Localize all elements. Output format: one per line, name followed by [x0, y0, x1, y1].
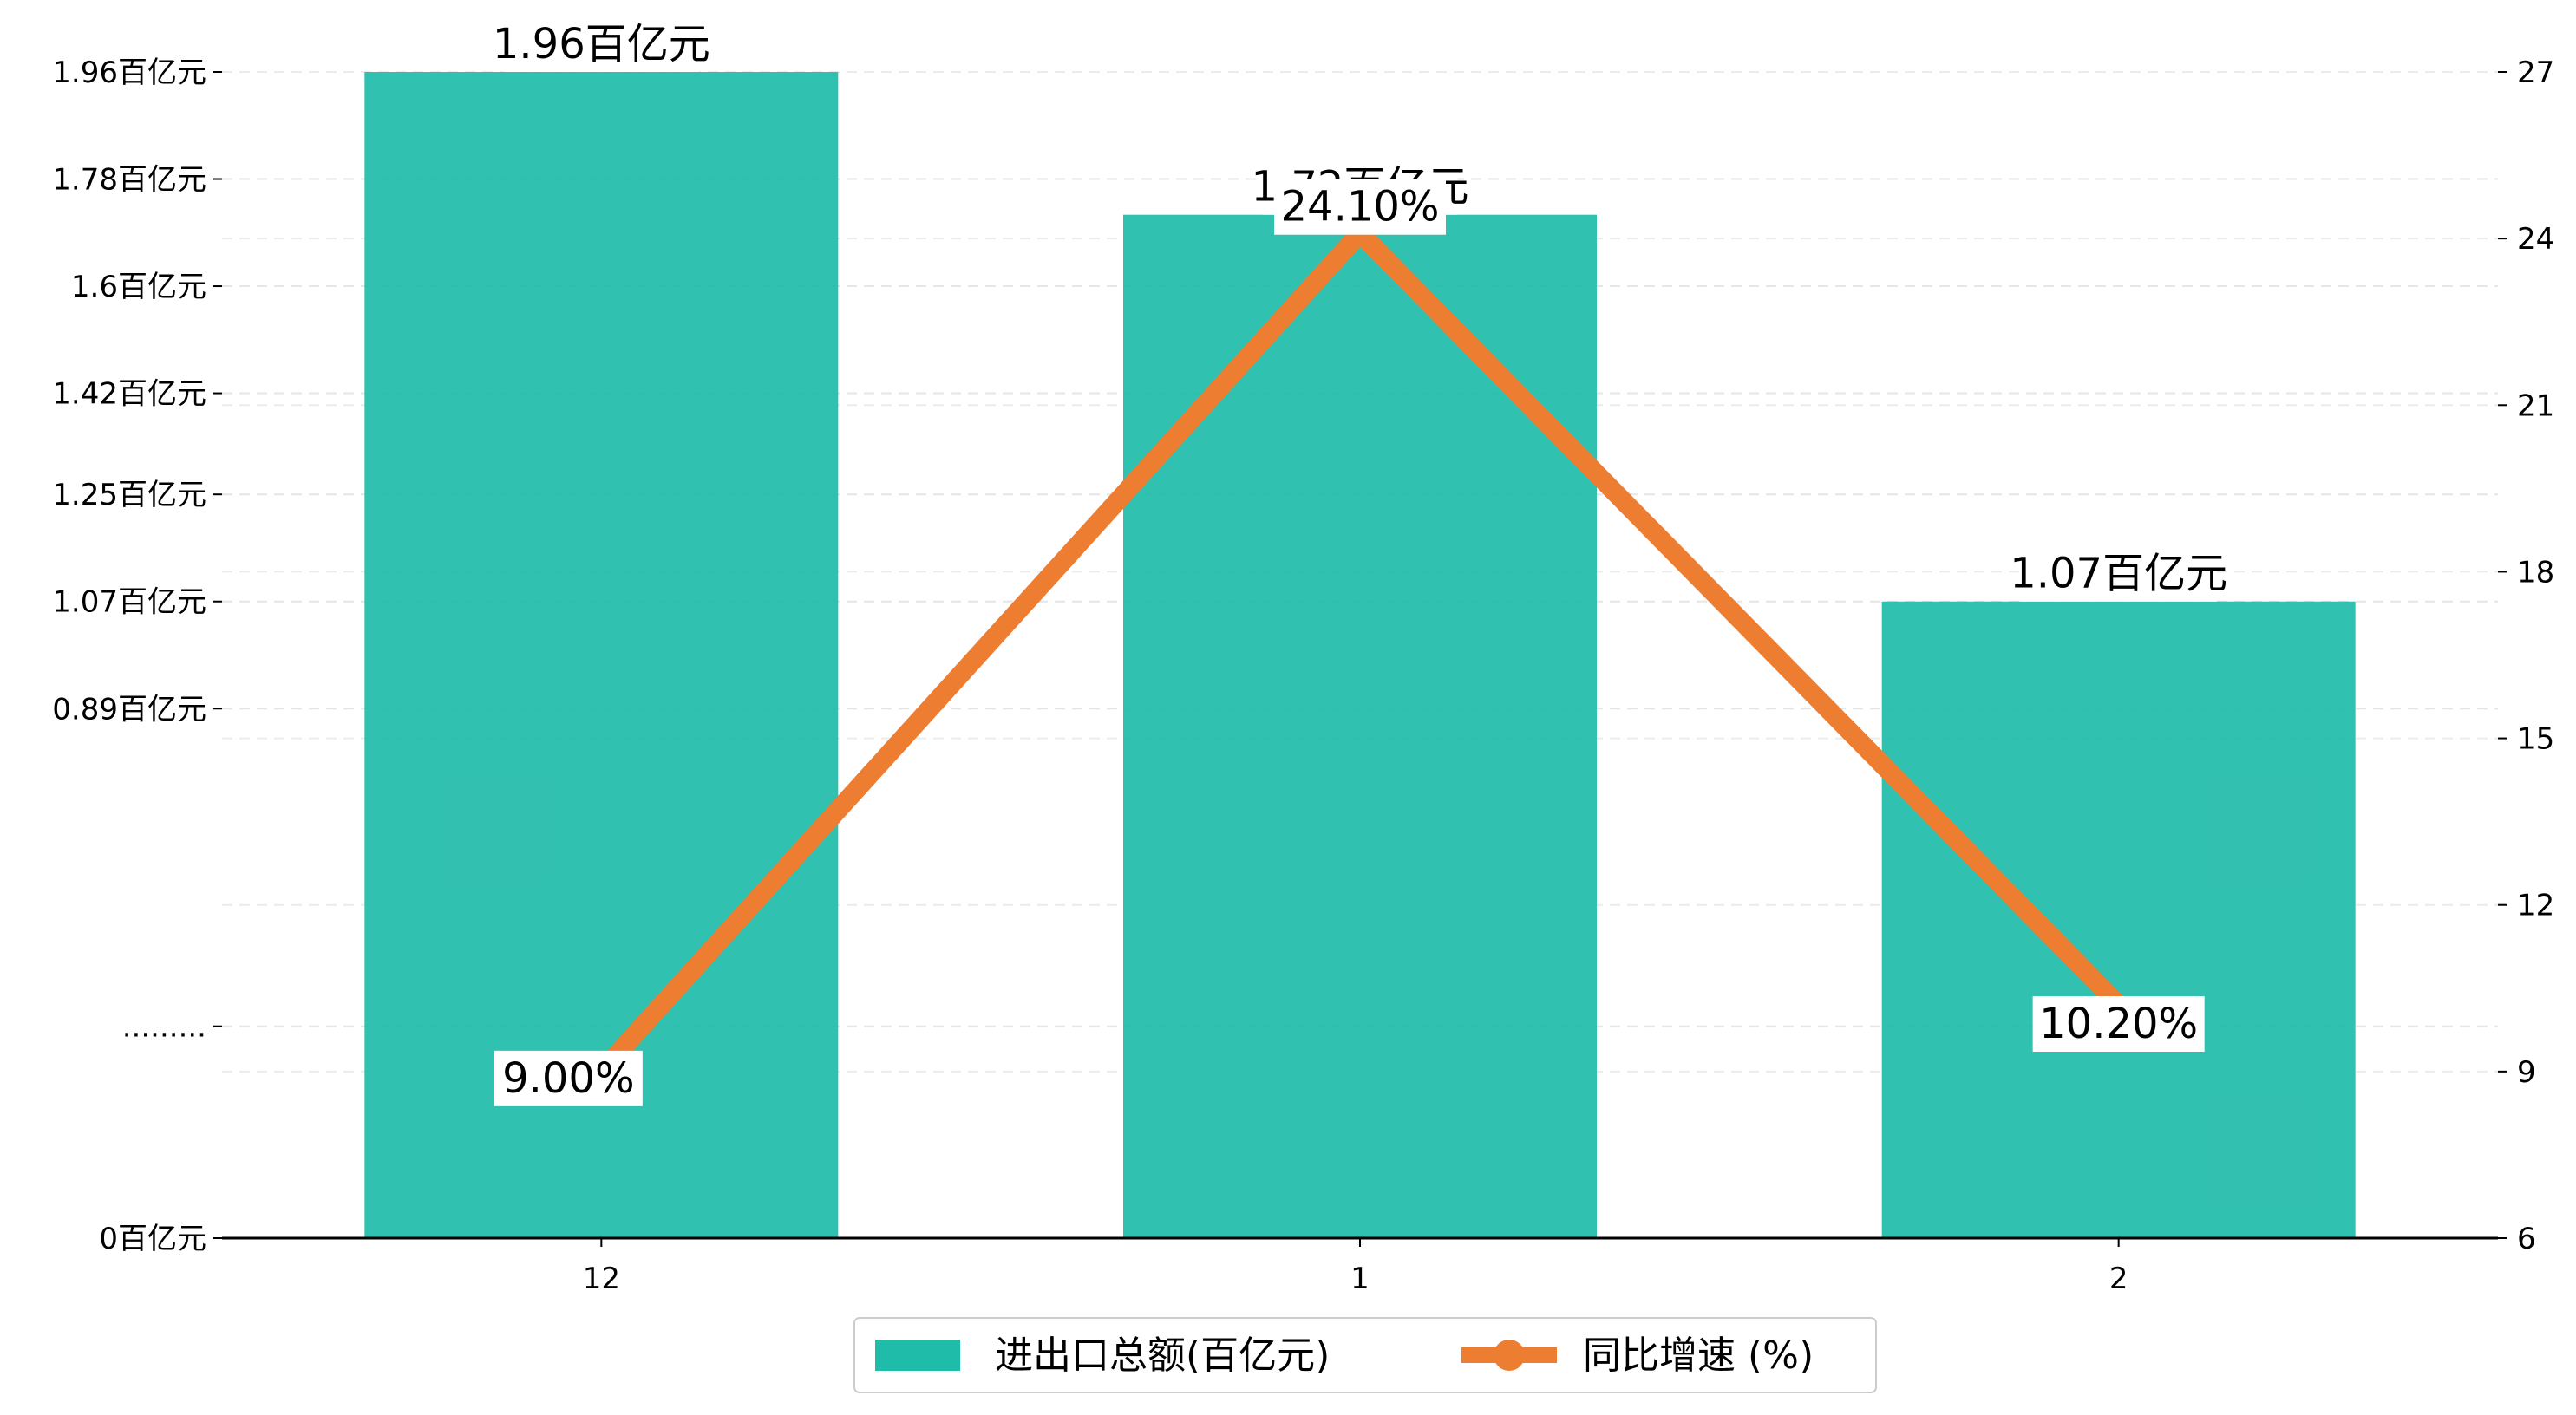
y-right-tick-label: 18: [2517, 555, 2554, 590]
legend-box: [853, 1317, 1877, 1393]
y-right-tick-label: 21: [2517, 388, 2554, 423]
bar-value-label-box: [2021, 545, 2217, 602]
legend-line-marker: [1494, 1340, 1525, 1371]
bar-1: [1123, 214, 1597, 1239]
x-tick-label: 12: [583, 1262, 620, 1296]
growth-value-label-box: [1274, 179, 1446, 235]
y-left-tick-label: 1.6百亿元: [71, 270, 206, 304]
y-left-tick-label: 1.07百亿元: [52, 585, 206, 620]
y-right-tick-label: 27: [2517, 55, 2554, 90]
bar-value-label: 1.07百亿元: [2010, 550, 2227, 598]
x-tick-label: 2: [2109, 1262, 2128, 1296]
y-right-tick-label: 12: [2517, 889, 2554, 923]
y-left-tick-label: .........: [122, 1010, 206, 1045]
bar-value-label: 1.96百亿元: [493, 20, 710, 68]
y-right-tick-label: 15: [2517, 722, 2554, 757]
y-right-tick-label: 24: [2517, 222, 2554, 257]
y-left-tick-label: 0百亿元: [99, 1222, 206, 1256]
bar-2: [1881, 601, 2356, 1238]
legend-bar-label: 进出口总额(百亿元): [995, 1333, 1330, 1378]
growth-value-label: 24.10%: [1280, 183, 1439, 231]
growth-value-label-box: [2032, 996, 2205, 1052]
legend-bar-swatch: [875, 1340, 960, 1371]
y-right-tick-label: 9: [2517, 1055, 2536, 1090]
growth-value-label: 9.00%: [502, 1054, 634, 1103]
y-left-tick-label: 1.42百亿元: [52, 377, 206, 412]
y-left-tick-label: 0.89百亿元: [52, 692, 206, 727]
y-left-tick-label: 1.25百亿元: [52, 478, 206, 512]
growth-value-label-box: [494, 1050, 643, 1106]
axes: 0百亿元......... 0.89百亿元 1.07百亿元 1.25百亿元 1.42百亿…: [52, 55, 2554, 1296]
y-left-tick-label: 1.96百亿元: [52, 55, 206, 90]
bar-value-label-box: [503, 16, 699, 72]
legend: 进出口总额(百亿元) 同比增速 (%): [853, 1317, 1877, 1393]
x-tick-label: 1: [1350, 1262, 1370, 1296]
growth-value-label: 10.20%: [2039, 1000, 2198, 1048]
bar-12: [364, 72, 839, 1238]
y-right-tick-label: 6: [2517, 1222, 2536, 1256]
y-left-tick-label: 1.78百亿元: [52, 163, 206, 198]
legend-line-label: 同比增速 (%): [1583, 1333, 1814, 1378]
